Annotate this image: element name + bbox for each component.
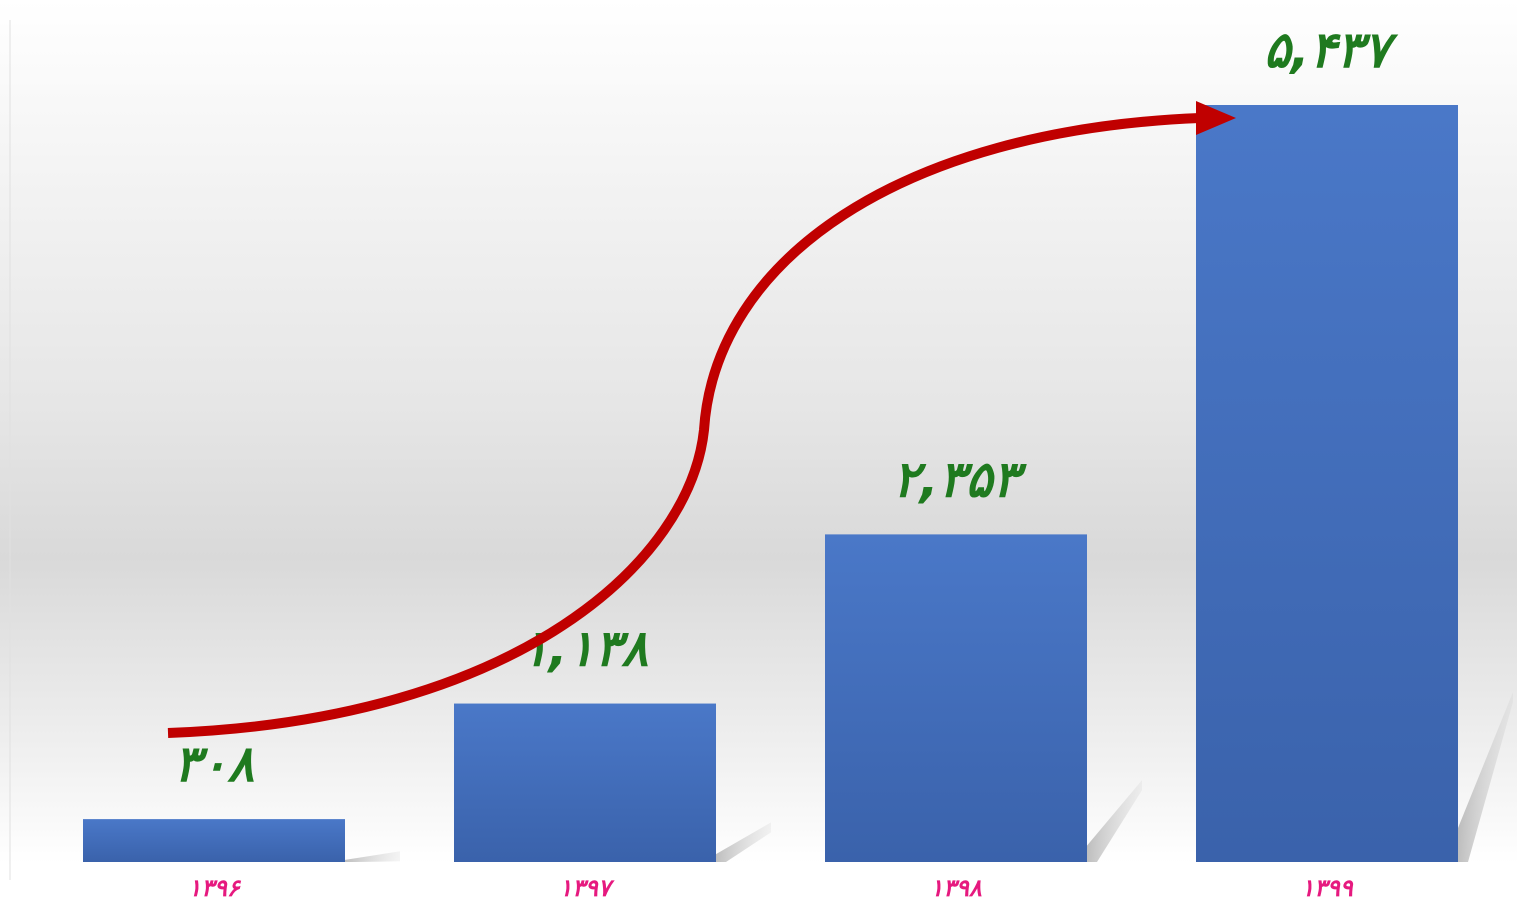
value-label: ۱,۱۳۸ xyxy=(522,620,649,678)
bars-group xyxy=(83,105,1458,862)
bar-shadow xyxy=(345,851,400,862)
bar xyxy=(454,703,716,862)
value-label: ۲,۳۵۳ xyxy=(893,450,1028,508)
category-label: ۱۳۹۹ xyxy=(1301,874,1354,900)
value-label: ۳۰۸ xyxy=(174,735,255,793)
bar-shadow xyxy=(716,822,771,862)
bar-shadows xyxy=(345,692,1513,862)
value-label: ۵,۴۳۷ xyxy=(1264,21,1399,79)
category-label: ۱۳۹۸ xyxy=(930,874,982,900)
category-label: ۱۳۹۶ xyxy=(188,874,242,900)
value-labels-group: ۳۰۸ ۱,۱۳۸ ۲,۳۵۳ ۵,۴۳۷ xyxy=(174,21,1399,793)
growth-arrow-curve xyxy=(167,113,1201,738)
bar-shadow xyxy=(1087,780,1142,862)
bar xyxy=(825,534,1087,862)
bar-shadow xyxy=(1458,692,1513,862)
bar xyxy=(83,819,345,862)
growth-arrow xyxy=(167,101,1236,738)
category-labels-group: ۱۳۹۶ ۱۳۹۷ ۱۳۹۸ ۱۳۹۹ xyxy=(188,874,1354,900)
category-label: ۱۳۹۷ xyxy=(559,874,615,900)
bar xyxy=(1196,105,1458,862)
growth-arrow-head xyxy=(1196,101,1236,135)
